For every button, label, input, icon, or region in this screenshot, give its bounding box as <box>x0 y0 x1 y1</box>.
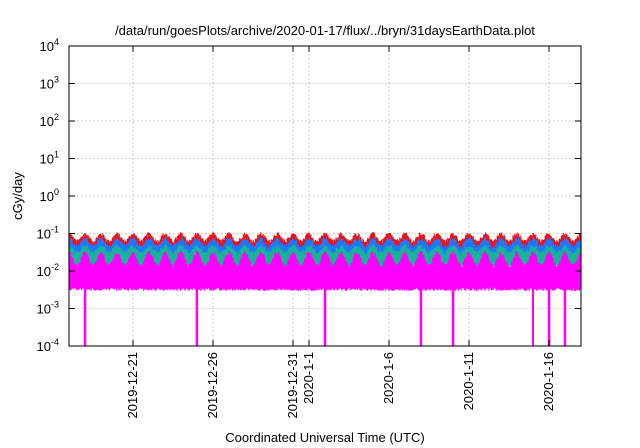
x-tick-label: 2019-12-26 <box>205 352 220 419</box>
y-tick-label: 10-4 <box>37 337 59 354</box>
plot-area <box>68 232 582 346</box>
x-tick-label: 2020-1-11 <box>461 352 476 410</box>
x-tick-label: 2019-12-31 <box>285 352 300 419</box>
y-tick-label: 10-2 <box>37 262 59 279</box>
y-tick-label: 102 <box>40 112 59 129</box>
y-tick-label: 10-3 <box>37 300 59 317</box>
x-axis-label: Coordinated Universal Time (UTC) <box>225 430 424 445</box>
series-4-trace <box>68 250 582 346</box>
y-tick-label: 100 <box>40 187 59 204</box>
x-axis: 2019-12-21 2019-12-26 2019-12-31 2020-1-1 20… <box>125 46 556 419</box>
y-tick-label: 101 <box>40 150 59 167</box>
y-axis: 10-4 10-3 10-2 10-1 100 101 102 103 104 <box>37 37 581 354</box>
y-axis-label: cGy/day <box>10 172 25 220</box>
x-tick-label: 2020-1-6 <box>381 352 396 404</box>
x-tick-label: 2020-1-1 <box>301 352 316 404</box>
y-tick-label: 10-1 <box>37 225 59 242</box>
x-tick-label: 2020-1-16 <box>541 352 556 411</box>
x-tick-label: 2019-12-21 <box>125 352 140 419</box>
y-tick-label: 103 <box>40 75 59 92</box>
y-tick-label: 104 <box>40 37 59 54</box>
chart-title: /data/run/goesPlots/archive/2020-01-17/f… <box>115 23 535 38</box>
